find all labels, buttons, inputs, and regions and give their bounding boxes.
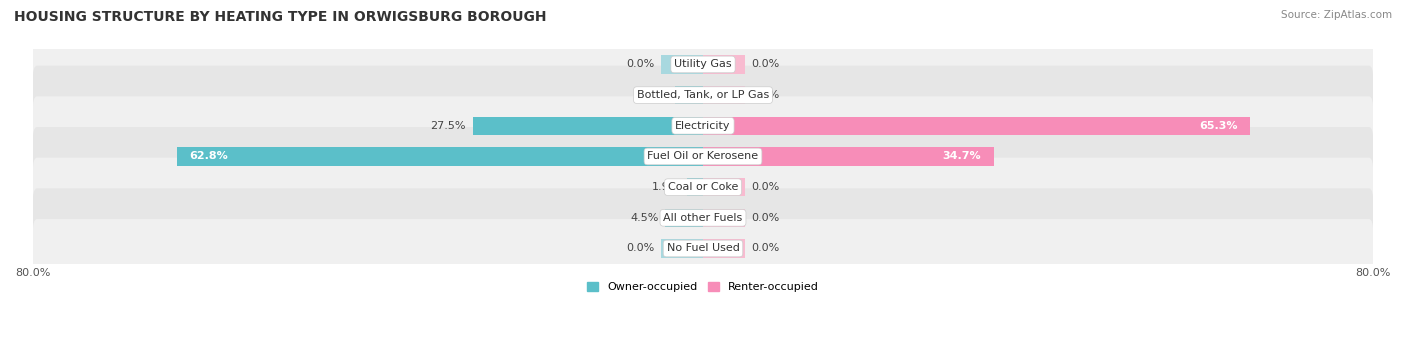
Text: 0.0%: 0.0% <box>626 243 654 253</box>
Text: 0.0%: 0.0% <box>752 90 780 100</box>
Bar <box>703 178 745 196</box>
Bar <box>675 86 703 104</box>
Bar <box>703 86 745 104</box>
Bar <box>703 55 745 74</box>
Text: 0.0%: 0.0% <box>752 182 780 192</box>
FancyBboxPatch shape <box>32 127 1374 186</box>
Text: No Fuel Used: No Fuel Used <box>666 243 740 253</box>
Text: Electricity: Electricity <box>675 121 731 131</box>
Text: 0.0%: 0.0% <box>626 59 654 70</box>
Bar <box>665 209 703 227</box>
FancyBboxPatch shape <box>32 66 1374 124</box>
Text: 34.7%: 34.7% <box>942 151 981 162</box>
Text: 27.5%: 27.5% <box>430 121 465 131</box>
Bar <box>472 117 703 135</box>
Text: Source: ZipAtlas.com: Source: ZipAtlas.com <box>1281 10 1392 20</box>
Text: Bottled, Tank, or LP Gas: Bottled, Tank, or LP Gas <box>637 90 769 100</box>
FancyBboxPatch shape <box>32 97 1374 155</box>
Text: Coal or Coke: Coal or Coke <box>668 182 738 192</box>
FancyBboxPatch shape <box>32 158 1374 217</box>
Text: 3.4%: 3.4% <box>640 90 668 100</box>
Text: Fuel Oil or Kerosene: Fuel Oil or Kerosene <box>647 151 759 162</box>
Bar <box>703 209 745 227</box>
Text: 0.0%: 0.0% <box>752 243 780 253</box>
FancyBboxPatch shape <box>32 219 1374 278</box>
Bar <box>661 55 703 74</box>
Text: 0.0%: 0.0% <box>752 59 780 70</box>
Text: 65.3%: 65.3% <box>1199 121 1237 131</box>
Text: Utility Gas: Utility Gas <box>675 59 731 70</box>
FancyBboxPatch shape <box>32 35 1374 94</box>
Text: 1.9%: 1.9% <box>652 182 681 192</box>
Bar <box>703 117 1250 135</box>
Bar <box>661 239 703 258</box>
Bar <box>703 239 745 258</box>
Bar <box>177 147 703 166</box>
Text: 4.5%: 4.5% <box>630 213 658 223</box>
Bar <box>688 178 703 196</box>
FancyBboxPatch shape <box>32 188 1374 247</box>
Text: HOUSING STRUCTURE BY HEATING TYPE IN ORWIGSBURG BOROUGH: HOUSING STRUCTURE BY HEATING TYPE IN ORW… <box>14 10 547 24</box>
Text: 0.0%: 0.0% <box>752 213 780 223</box>
Text: 62.8%: 62.8% <box>190 151 228 162</box>
Legend: Owner-occupied, Renter-occupied: Owner-occupied, Renter-occupied <box>582 278 824 297</box>
Bar <box>703 147 994 166</box>
Text: All other Fuels: All other Fuels <box>664 213 742 223</box>
